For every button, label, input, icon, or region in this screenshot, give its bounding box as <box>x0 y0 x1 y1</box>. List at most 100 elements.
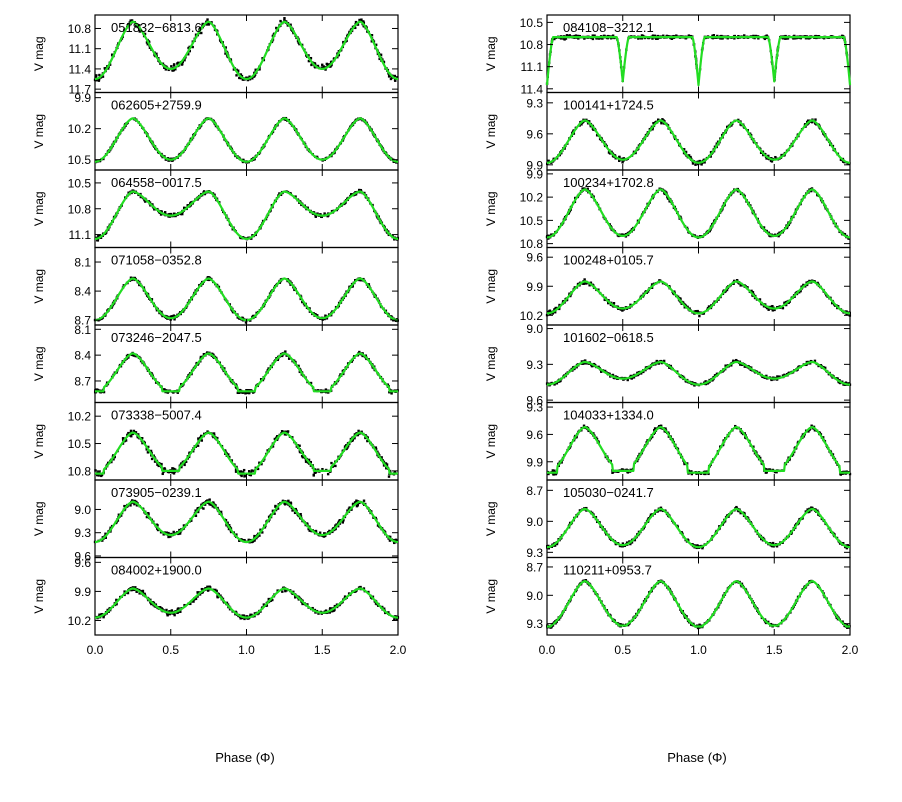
y-tick-label: 10.2 <box>68 122 92 136</box>
data-point <box>350 508 353 511</box>
data-point <box>196 444 200 447</box>
data-point <box>248 75 251 78</box>
data-point <box>250 469 254 472</box>
data-point <box>148 46 152 49</box>
data-point <box>279 19 282 23</box>
y-axis-label: V mag <box>32 346 46 381</box>
data-point <box>155 523 159 526</box>
data-point <box>144 200 147 203</box>
data-point <box>783 301 786 305</box>
model-curve <box>94 352 399 393</box>
data-point <box>150 457 154 461</box>
data-point <box>574 34 578 37</box>
data-point <box>640 37 644 40</box>
y-tick-label: 10.8 <box>68 464 92 478</box>
data-point <box>380 456 383 459</box>
data-point <box>238 76 241 80</box>
data-point <box>691 162 695 165</box>
data-point <box>249 473 253 477</box>
data-point <box>359 585 362 589</box>
data-point <box>172 530 175 534</box>
data-point <box>173 613 176 617</box>
data-point <box>236 316 239 319</box>
y-axis-label: V mag <box>32 269 46 304</box>
data-point <box>611 34 615 37</box>
data-point <box>314 215 317 218</box>
data-point <box>176 391 179 394</box>
data-point <box>244 321 248 324</box>
data-point <box>313 471 316 475</box>
data-point <box>115 602 118 606</box>
model-curve <box>94 20 399 81</box>
y-tick-label: 11.4 <box>69 62 92 76</box>
y-axis-label: V mag <box>32 191 46 226</box>
data-point <box>696 162 700 166</box>
data-point <box>564 37 568 40</box>
data-point <box>321 467 324 471</box>
data-point <box>276 507 280 510</box>
data-point <box>602 34 606 38</box>
data-point <box>394 538 398 542</box>
data-point <box>583 37 586 40</box>
model-curve <box>94 431 399 475</box>
y-tick-label: 9.9 <box>74 91 91 105</box>
model-curve <box>94 587 399 619</box>
data-point <box>256 467 260 471</box>
data-point <box>618 159 621 162</box>
data-point <box>109 526 112 529</box>
data-point <box>752 34 755 38</box>
data-point <box>101 539 104 542</box>
data-point <box>140 590 143 593</box>
data-point <box>389 77 393 81</box>
data-point <box>242 158 245 162</box>
data-point <box>754 34 758 38</box>
data-point <box>351 502 355 506</box>
data-point <box>322 65 325 68</box>
y-tick-label: 11.1 <box>69 228 92 242</box>
data-point <box>100 474 103 478</box>
data-point <box>703 161 706 164</box>
data-point <box>694 163 697 166</box>
data-point <box>286 430 290 433</box>
y-tick-label: 10.2 <box>68 614 92 628</box>
y-axis-label: V mag <box>32 114 46 149</box>
data-point <box>275 26 278 30</box>
data-point <box>810 120 814 124</box>
data-point <box>553 37 556 41</box>
data-point <box>335 523 338 526</box>
data-point <box>134 354 137 358</box>
data-point <box>324 534 327 538</box>
data-point <box>191 45 194 49</box>
data-point <box>172 63 176 67</box>
panel-title: 062605+2759.9 <box>111 98 202 113</box>
data-point <box>243 474 246 478</box>
y-tick-label: 9.3 <box>74 526 91 540</box>
data-point <box>323 212 326 215</box>
data-point <box>167 535 170 539</box>
data-point <box>321 63 324 66</box>
data-point <box>172 315 175 318</box>
data-point <box>660 121 663 124</box>
data-point <box>291 509 294 512</box>
data-point <box>192 600 195 603</box>
data-point <box>188 451 191 455</box>
data-point <box>170 65 173 68</box>
data-point <box>103 67 107 70</box>
data-point <box>307 59 311 63</box>
data-point <box>198 593 202 596</box>
data-point <box>287 357 291 360</box>
data-point <box>173 212 176 216</box>
y-axis-label: V mag <box>484 114 498 149</box>
data-point <box>274 504 277 508</box>
data-point <box>156 463 159 466</box>
data-point <box>143 198 146 202</box>
data-point <box>239 470 243 474</box>
data-point <box>307 527 310 531</box>
data-point <box>393 541 396 545</box>
data-point <box>393 618 396 621</box>
data-point <box>586 187 589 190</box>
data-point <box>621 233 624 236</box>
